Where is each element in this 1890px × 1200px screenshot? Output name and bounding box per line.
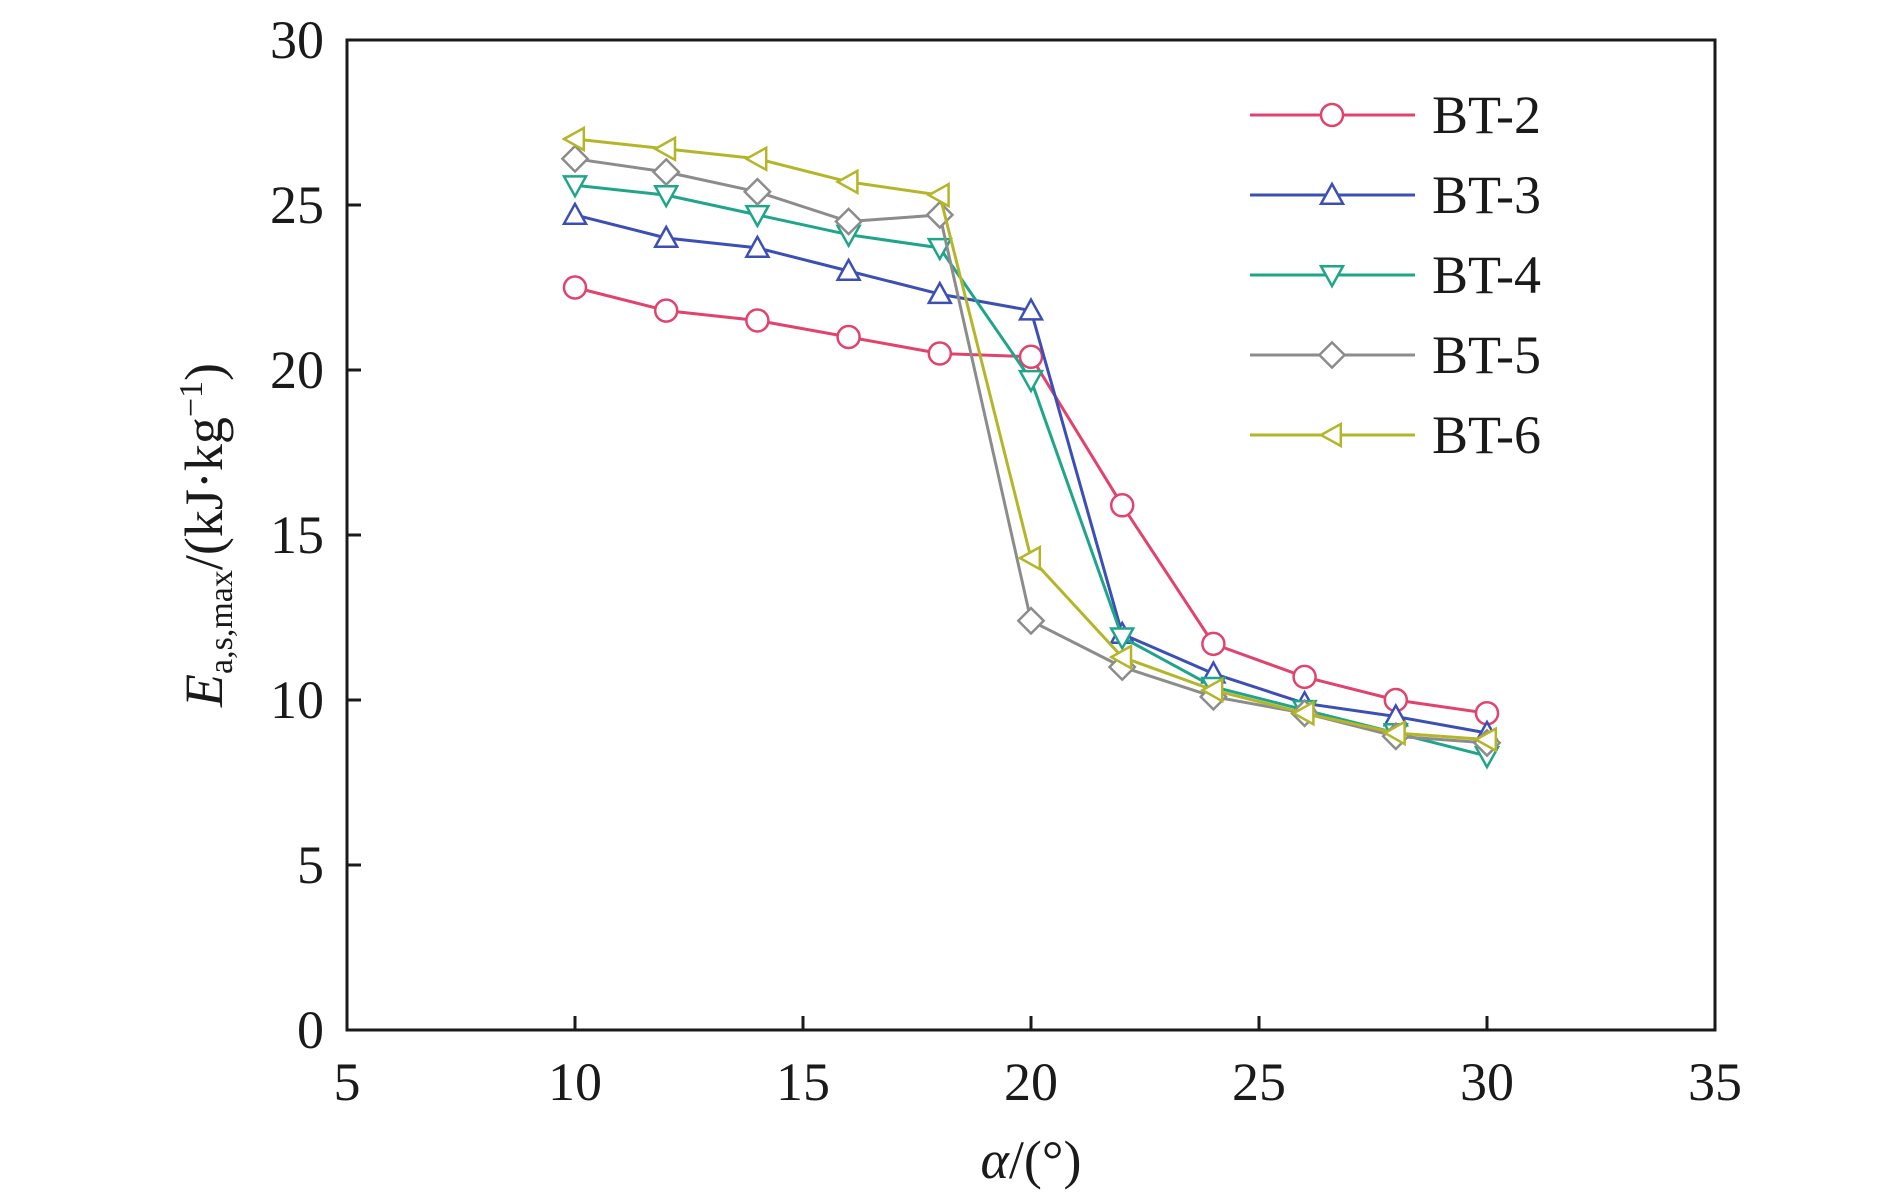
legend-label-bt-4: BT-4 [1432, 245, 1541, 305]
x-tick-label: 10 [548, 1052, 602, 1112]
legend: BT-2 BT-3 BT-4 BT-5 BT-6 [1250, 85, 1541, 465]
data-point-bt-4 [561, 175, 589, 199]
x-axis-label: α/(°) [981, 1130, 1082, 1190]
legend-label-bt-6: BT-6 [1432, 405, 1541, 465]
x-tick-label: 35 [1688, 1052, 1742, 1112]
legend-item-bt-4: BT-4 [1250, 245, 1541, 305]
data-point-bt-6 [652, 135, 677, 163]
data-point-bt-6 [1291, 700, 1315, 727]
y-tick-label: 5 [297, 835, 324, 895]
data-point-bt-3 [835, 257, 862, 282]
legend-item-bt-3: BT-3 [1250, 165, 1541, 225]
data-point-bt-2 [653, 298, 679, 323]
data-point-bt-2 [745, 308, 770, 333]
x-tick-label: 15 [776, 1052, 830, 1112]
data-point-bt-6 [926, 181, 950, 209]
data-point-bt-5 [834, 207, 864, 236]
data-point-bt-6 [835, 168, 859, 196]
x-axis-symbol: α [981, 1130, 1011, 1190]
x-axis-unit: /(°) [1009, 1130, 1082, 1190]
legend-label-bt-2: BT-2 [1432, 85, 1541, 145]
y-axis-label: Ea,s,max/(kJ·kg−1) [173, 363, 240, 708]
x-tick-label: 25 [1232, 1052, 1286, 1112]
legend-marker-bt-2 [1319, 102, 1345, 128]
y-tick-label: 15 [270, 505, 324, 565]
data-point-bt-3 [653, 224, 680, 249]
y-axis-unit-exponent: −1 [173, 381, 210, 417]
x-tick-label: 30 [1460, 1052, 1514, 1112]
data-point-bt-2 [1109, 493, 1135, 518]
legend-marker-bt-5 [1317, 340, 1347, 370]
series-bt-5 [560, 144, 1502, 758]
data-point-bt-2 [836, 324, 861, 350]
legend-marker-bt-4 [1318, 264, 1346, 289]
series-bt-2 [562, 275, 1500, 726]
data-point-bt-3 [926, 280, 953, 305]
legend-item-bt-6: BT-6 [1250, 405, 1541, 465]
y-axis: 0 5 10 15 20 25 30 [270, 10, 361, 1060]
data-point-bt-6 [743, 145, 768, 172]
data-point-bt-4 [1017, 369, 1045, 394]
data-point-bt-2 [1292, 664, 1317, 690]
data-point-bt-3 [744, 234, 771, 258]
legend-marker-bt-6 [1318, 421, 1343, 449]
data-point-bt-6 [1017, 544, 1042, 572]
legend-item-bt-2: BT-2 [1250, 85, 1541, 145]
data-point-bt-2 [927, 341, 953, 366]
legend-item-bt-5: BT-5 [1250, 325, 1541, 385]
x-axis: 5 10 15 20 25 30 35 [334, 1016, 1742, 1112]
data-point-bt-6 [1382, 719, 1406, 747]
data-point-bt-5 [742, 177, 772, 207]
data-point-bt-6 [561, 125, 586, 153]
y-axis-unit-close: ) [174, 363, 234, 381]
series-line-bt-3 [574, 213, 1488, 735]
data-point-bt-2 [562, 275, 588, 300]
y-axis-unit: /(kJ·kg [174, 417, 234, 570]
series-line-bt-6 [574, 137, 1488, 742]
data-point-bt-6 [1199, 676, 1224, 704]
y-tick-label: 0 [297, 1000, 324, 1060]
series-bt-6 [561, 125, 1498, 753]
y-tick-label: 10 [270, 670, 324, 730]
y-axis-symbol: E [174, 674, 234, 708]
data-point-bt-3 [1017, 297, 1045, 321]
y-tick-label: 30 [270, 10, 324, 70]
x-tick-label: 5 [334, 1052, 361, 1112]
y-axis-subscript: a,s,max [203, 570, 240, 674]
data-point-bt-4 [1109, 627, 1136, 651]
y-tick-label: 25 [270, 175, 324, 235]
legend-label-bt-5: BT-5 [1432, 325, 1541, 385]
data-point-bt-6 [1108, 643, 1133, 671]
legend-marker-bt-3 [1318, 181, 1346, 206]
y-tick-label: 20 [270, 340, 324, 400]
data-point-bt-5 [560, 144, 590, 174]
data-point-bt-5 [651, 157, 681, 187]
x-tick-label: 20 [1004, 1052, 1058, 1112]
data-point-bt-2 [1201, 631, 1226, 657]
data-point-bt-6 [1473, 726, 1498, 753]
series-line-bt-5 [574, 157, 1488, 745]
data-point-bt-5 [1016, 606, 1046, 636]
data-point-bt-5 [925, 200, 955, 230]
legend-label-bt-3: BT-3 [1432, 165, 1541, 225]
series-line-bt-4 [574, 183, 1488, 758]
series-bt-4 [561, 175, 1501, 770]
plot-series [560, 125, 1502, 770]
series-bt-3 [561, 201, 1501, 744]
data-point-bt-3 [561, 201, 589, 225]
data-point-bt-2 [1018, 344, 1044, 370]
